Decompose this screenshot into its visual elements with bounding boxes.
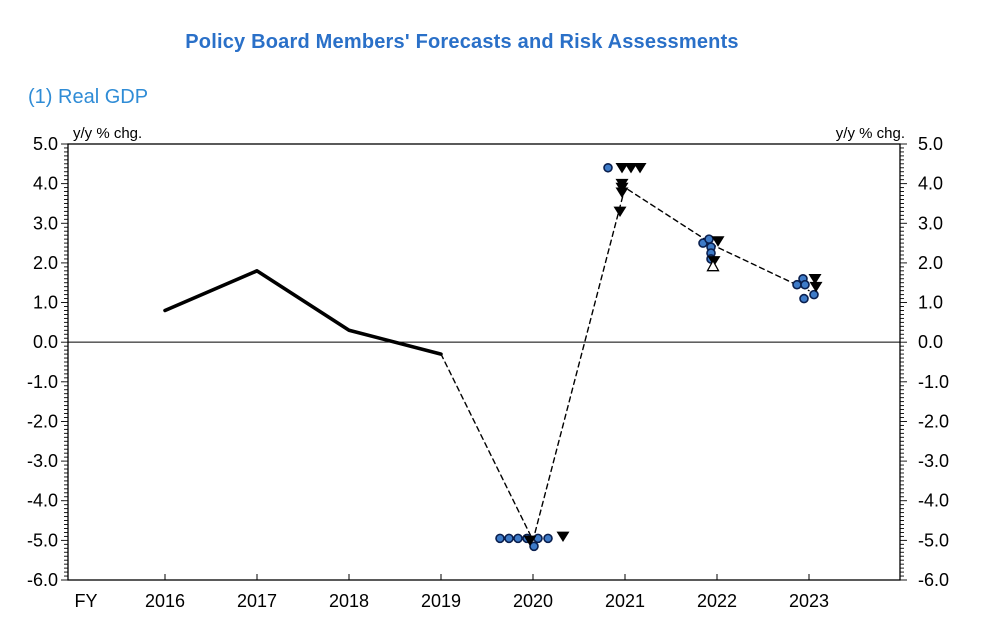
y-axis-label-right: -3.0 bbox=[918, 451, 949, 471]
marker-downside-risk-triangle bbox=[809, 281, 823, 293]
x-axis-year-label: 2023 bbox=[789, 591, 829, 611]
marker-balanced-risk-circle bbox=[513, 533, 523, 544]
x-axis-year-label: 2017 bbox=[237, 591, 277, 611]
x-axis-year-label: 2016 bbox=[145, 591, 185, 611]
y-axis-label-right: 0.0 bbox=[918, 332, 943, 352]
marker-downside-risk-triangle bbox=[808, 273, 822, 285]
x-axis-fy-label: FY bbox=[74, 591, 97, 611]
marker-downside-risk-triangle bbox=[613, 206, 627, 217]
y-axis-label-left: -1.0 bbox=[27, 372, 58, 392]
marker-downside-risk-triangle bbox=[711, 236, 725, 247]
y-axis-label-left: 5.0 bbox=[33, 134, 58, 154]
y-axis-label-right: 5.0 bbox=[918, 134, 943, 154]
section-heading: (1) Real GDP bbox=[28, 86, 149, 108]
x-axis-year-label: 2020 bbox=[513, 591, 553, 611]
y-axis-label-left: 1.0 bbox=[33, 293, 58, 313]
unit-label-right: y/y % chg. bbox=[836, 125, 905, 142]
marker-balanced-risk-circle bbox=[799, 293, 809, 304]
y-axis-label-left: 4.0 bbox=[33, 174, 58, 194]
y-axis-label-right: -1.0 bbox=[918, 372, 949, 392]
marker-balanced-risk-circle bbox=[529, 541, 539, 552]
marker-downside-risk-triangle bbox=[624, 162, 638, 174]
marker-balanced-risk-circle bbox=[495, 533, 505, 544]
marker-downside-risk-triangle bbox=[615, 187, 629, 198]
marker-balanced-risk-circle bbox=[800, 279, 810, 290]
marker-downside-risk-triangle bbox=[615, 162, 629, 174]
y-axis-label-right: -4.0 bbox=[918, 491, 949, 511]
y-axis-label-right: 1.0 bbox=[918, 293, 943, 313]
marker-balanced-risk-circle bbox=[603, 162, 613, 173]
y-axis-label-right: 4.0 bbox=[918, 174, 943, 194]
marker-balanced-risk-circle bbox=[809, 289, 819, 300]
marker-balanced-risk-circle bbox=[792, 279, 802, 290]
marker-balanced-risk-circle bbox=[543, 533, 553, 544]
y-axis-label-left: 2.0 bbox=[33, 253, 58, 273]
marker-downside-risk-triangle bbox=[523, 535, 537, 546]
y-axis-label-right: 2.0 bbox=[918, 253, 943, 273]
y-axis-label-left: 0.0 bbox=[33, 332, 58, 352]
y-axis-label-left: -6.0 bbox=[27, 570, 58, 590]
series-actual bbox=[163, 269, 443, 356]
x-axis-year-label: 2021 bbox=[605, 591, 645, 611]
unit-label-left: y/y % chg. bbox=[73, 125, 142, 142]
y-axis-label-right: -2.0 bbox=[918, 411, 949, 431]
y-axis-label-right: 3.0 bbox=[918, 213, 943, 233]
y-axis-label-right: -6.0 bbox=[918, 570, 949, 590]
y-axis-label-left: -4.0 bbox=[27, 491, 58, 511]
x-axis-year-label: 2019 bbox=[421, 591, 461, 611]
plot-border bbox=[67, 143, 901, 581]
y-axis-label-left: -5.0 bbox=[27, 530, 58, 550]
series-median-forecast bbox=[440, 186, 810, 542]
page-title: Policy Board Members' Forecasts and Risk… bbox=[185, 31, 739, 53]
marker-upside-risk-triangle bbox=[706, 259, 720, 272]
y-axis-label-right: -5.0 bbox=[918, 530, 949, 550]
y-axis-label-left: -3.0 bbox=[27, 451, 58, 471]
marker-balanced-risk-circle bbox=[504, 533, 514, 544]
x-axis-year-label: 2022 bbox=[697, 591, 737, 611]
marker-downside-risk-triangle bbox=[556, 531, 570, 542]
marker-downside-risk-triangle bbox=[633, 162, 647, 174]
x-axis-year-label: 2018 bbox=[329, 591, 369, 611]
y-axis-label-left: -2.0 bbox=[27, 411, 58, 431]
y-axis-label-left: 3.0 bbox=[33, 213, 58, 233]
